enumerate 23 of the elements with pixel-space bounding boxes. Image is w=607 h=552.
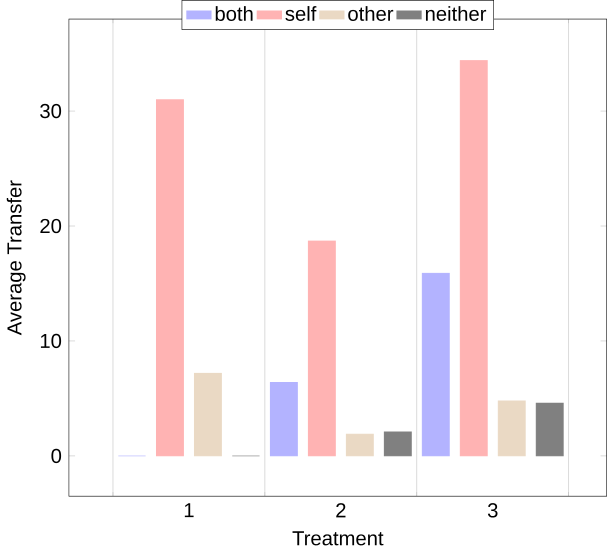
bar (270, 382, 298, 456)
x-axis-title: Treatment (292, 531, 384, 546)
bar (384, 431, 412, 456)
bar (194, 372, 222, 456)
legend-label: neither (426, 6, 486, 21)
x-tick-label: 1 (184, 503, 194, 518)
bar (536, 402, 564, 456)
y-tick-label: 20 (40, 218, 62, 234)
legend-label: self (285, 6, 316, 21)
y-axis-title: Average Transfer (6, 180, 26, 336)
bar (498, 400, 526, 456)
legend-label: both (216, 6, 253, 21)
y-tick-label: 30 (40, 104, 62, 118)
bar (460, 60, 488, 456)
bar (346, 434, 374, 456)
legend-label: other (348, 6, 394, 21)
bar (156, 99, 184, 456)
y-tick-label: 10 (40, 334, 62, 348)
y-tick-label: 0 (51, 448, 62, 464)
bar (308, 240, 336, 456)
bar (422, 272, 450, 456)
x-tick-label: 2 (336, 503, 346, 518)
x-tick-label: 3 (488, 503, 498, 518)
